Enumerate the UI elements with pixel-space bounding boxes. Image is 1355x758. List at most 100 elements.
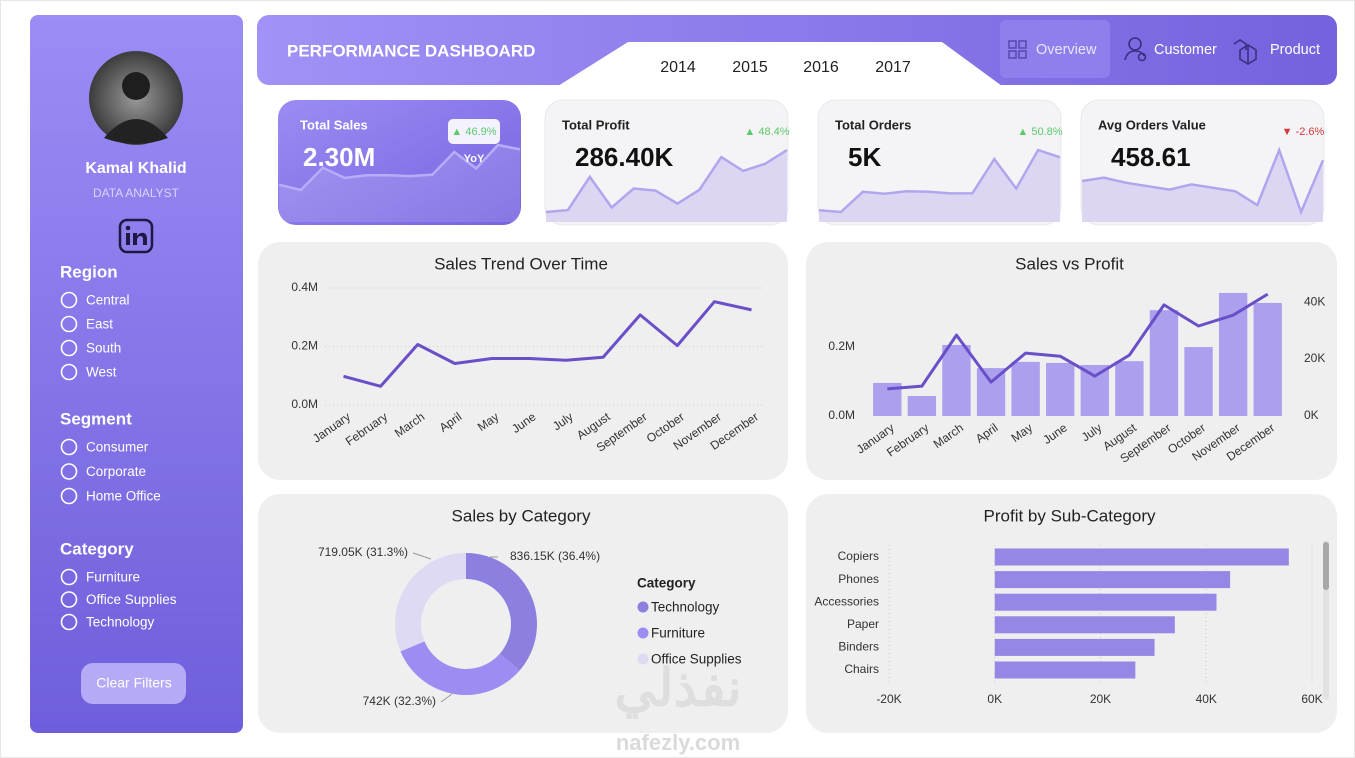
radio[interactable] [60, 315, 78, 333]
bar [994, 571, 1231, 589]
x-tick-label: -20K [876, 692, 901, 706]
y2-tick-label: 0K [1304, 408, 1319, 422]
radio[interactable] [60, 291, 78, 309]
nav-item[interactable]: Product [1270, 42, 1320, 58]
filter-title: Segment [60, 409, 132, 428]
radio[interactable] [60, 487, 78, 505]
filter-option[interactable]: Furniture [86, 570, 140, 585]
bar [1011, 361, 1040, 416]
radio[interactable] [60, 463, 78, 480]
bar [1149, 310, 1179, 416]
filter-option[interactable]: Central [86, 293, 130, 308]
nav-item[interactable]: Customer [1154, 42, 1217, 58]
legend-swatch [637, 653, 649, 665]
legend-label[interactable]: Office Supplies [651, 652, 742, 667]
avatar-head [122, 72, 150, 100]
filter-option[interactable]: Office Supplies [86, 592, 177, 607]
filter-option[interactable]: West [86, 365, 117, 380]
watermark-url: nafezly.com [616, 730, 740, 755]
chart-title: Sales vs Profit [1015, 254, 1124, 273]
year-option[interactable]: 2016 [803, 59, 839, 76]
scrollbar-thumb[interactable] [1323, 542, 1329, 590]
nav-active [1000, 20, 1110, 78]
dashboard-title: PERFORMANCE DASHBOARD [287, 41, 535, 60]
y-tick-label: Accessories [814, 594, 879, 608]
filter-option[interactable]: Corporate [86, 464, 146, 479]
bar [1080, 364, 1109, 416]
filter-option[interactable]: South [86, 341, 121, 356]
data-label: 836.15K (36.4%) [510, 549, 600, 563]
kpi-label: Avg Orders Value [1098, 117, 1206, 132]
y-tick-label: Copiers [838, 549, 879, 563]
filter-title: Category [60, 539, 134, 558]
bar [1115, 361, 1144, 416]
kpi-value: 286.40K [575, 142, 674, 172]
y-tick-label: Paper [847, 617, 879, 631]
sparkline [818, 148, 1061, 214]
year-tab [558, 42, 1002, 86]
bar [1184, 347, 1213, 416]
bar [942, 344, 971, 416]
x-tick-label: 20K [1090, 692, 1111, 706]
data-label: 742K (32.3%) [363, 694, 436, 708]
kpi-value: 5K [848, 142, 881, 172]
clear-filters-button[interactable]: Clear Filters [81, 663, 186, 704]
chart-title: Sales Trend Over Time [434, 254, 608, 273]
radio[interactable] [60, 363, 78, 381]
legend-label[interactable]: Furniture [651, 626, 705, 641]
radio[interactable] [60, 339, 78, 357]
filter-title: Region [60, 262, 118, 281]
year-option[interactable]: 2017 [875, 59, 911, 76]
kpi-value: 458.61 [1111, 142, 1191, 172]
pie-slice [400, 641, 520, 695]
button-label[interactable]: Clear Filters [96, 675, 171, 691]
filter-option[interactable]: East [86, 317, 113, 332]
linkedin-icon[interactable] [118, 218, 154, 254]
y-tick-label: 0.0M [291, 397, 318, 411]
kpi-change: ▲ 48.4% [744, 126, 789, 138]
sparkline [278, 143, 521, 192]
profile-role: DATA ANALYST [93, 186, 180, 200]
profile-name: Kamal Khalid [85, 160, 186, 177]
watermark-arabic: نفذلي [614, 660, 741, 720]
kpi-change: ▲ 46.9% [451, 126, 496, 138]
radio[interactable] [60, 438, 78, 456]
y-tick-label: Binders [838, 640, 879, 654]
bar [994, 638, 1155, 656]
legend-title: Category [637, 576, 696, 591]
leader-line [440, 693, 453, 703]
data-label: 719.05K (31.3%) [318, 545, 408, 559]
y-tick-label: 0.2M [291, 339, 318, 353]
line [343, 300, 752, 388]
year-option[interactable]: 2015 [732, 59, 768, 76]
bar [994, 593, 1217, 611]
chart-title: Sales by Category [452, 506, 591, 525]
radio[interactable] [60, 568, 78, 586]
kpi-change: ▼ -2.6% [1282, 126, 1325, 138]
radio[interactable] [60, 591, 78, 608]
filter-option[interactable]: Technology [86, 615, 155, 630]
y-tick-label: 0.0M [828, 408, 855, 422]
x-tick-label: 40K [1196, 692, 1217, 706]
filter-option[interactable]: Home Office [86, 489, 161, 504]
kpi-badge [448, 119, 500, 144]
filter-option[interactable]: Consumer [86, 440, 149, 455]
bar [994, 548, 1289, 566]
nav-item[interactable]: Overview [1036, 42, 1097, 58]
line [887, 292, 1269, 391]
y-tick-label: 0.4M [291, 280, 318, 294]
sparkline-area [546, 150, 787, 222]
bar [1218, 292, 1248, 416]
pie-slice [466, 553, 537, 671]
pie-slice [395, 553, 466, 652]
sparkline-area [279, 145, 520, 222]
radio[interactable] [60, 613, 78, 631]
kpi-value: 2.30M [303, 142, 375, 172]
y-tick-label: Phones [838, 572, 879, 586]
leader-line [412, 552, 432, 560]
legend-label[interactable]: Technology [651, 600, 720, 615]
kpi-label: Total Sales [300, 117, 368, 132]
x-tick-label: 60K [1301, 692, 1322, 706]
year-option[interactable]: 2014 [660, 59, 696, 76]
